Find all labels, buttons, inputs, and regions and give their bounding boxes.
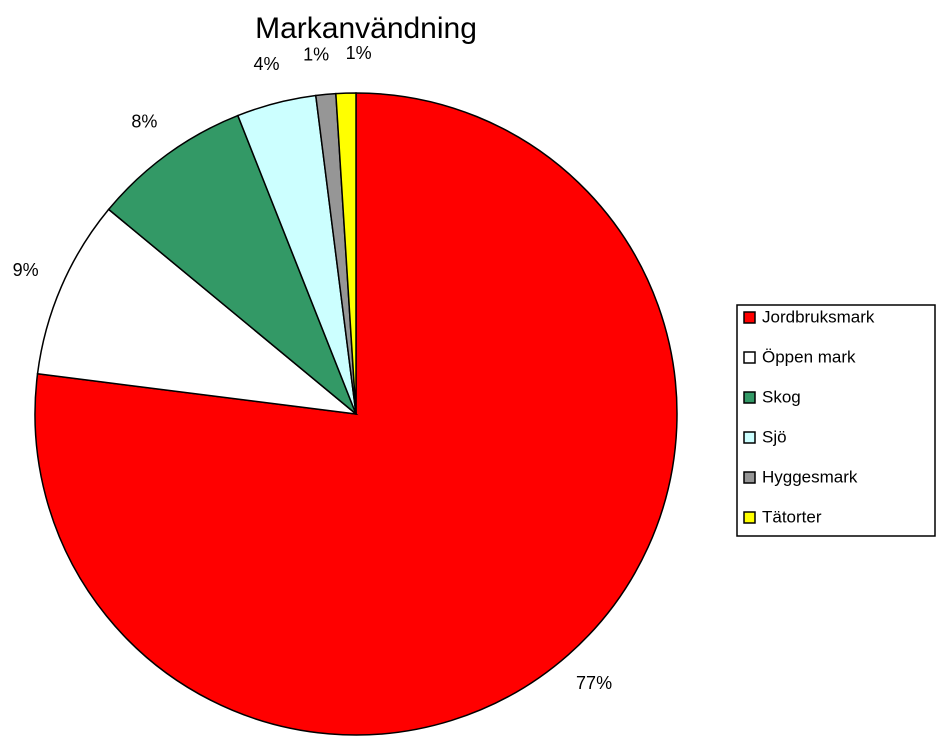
legend-swatch [743,431,756,444]
data-label: 77% [576,673,612,693]
legend-swatch [743,511,756,524]
chart-title: Markanvändning [255,12,477,45]
legend-box [736,304,936,537]
legend-label: Jordbruksmark [762,307,875,326]
pie-slice [107,114,357,415]
data-label: 9% [13,260,39,280]
legend-label: Öppen mark [762,347,856,366]
legend-swatch [743,311,756,324]
legend-swatch [743,391,756,404]
pie-slice [36,208,359,416]
data-label: 1% [346,43,372,63]
data-label: 8% [131,112,157,132]
pie-slice [335,92,357,415]
legend-label: Sjö [762,427,787,446]
data-label: 1% [303,44,329,64]
legend-label: Tätorter [762,507,822,526]
legend-swatch [743,351,756,364]
legend-label: Skog [762,387,801,406]
legend-label: Hyggesmark [762,467,858,486]
data-label: 4% [253,54,279,74]
legend-swatch [743,471,756,484]
